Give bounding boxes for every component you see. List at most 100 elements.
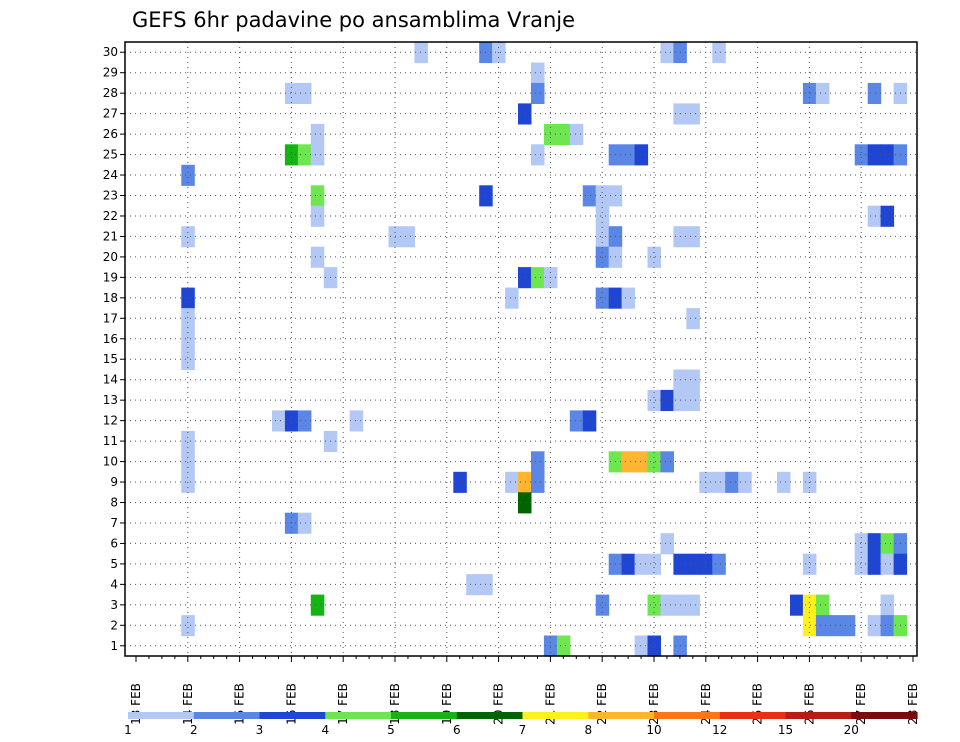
heatmap-cell — [297, 410, 312, 432]
heatmap-cell — [310, 185, 325, 207]
heatmap-cell — [466, 574, 480, 596]
legend-label: 2 — [190, 723, 198, 737]
heatmap-cell — [595, 594, 610, 616]
heatmap-cell — [556, 635, 571, 657]
heatmap-cell — [181, 287, 195, 309]
y-tick-label: 11 — [103, 434, 118, 448]
heatmap-cell — [284, 512, 299, 534]
heatmap-cell — [634, 451, 649, 473]
heatmap-cell — [854, 553, 869, 575]
y-tick-label: 16 — [103, 332, 118, 346]
y-axis: 1234567891011121314151617181920212223242… — [103, 45, 125, 653]
heatmap-cell — [647, 389, 661, 411]
legend-color-swatch — [128, 712, 195, 719]
y-tick-label: 12 — [103, 414, 118, 428]
heatmap-cell — [595, 205, 610, 227]
heatmap-cell — [686, 226, 700, 248]
heatmap-cell — [621, 287, 636, 309]
legend-label: 6 — [453, 723, 461, 737]
heatmap-cell — [880, 594, 895, 616]
heatmap-cell — [777, 471, 791, 493]
legend-label: 20 — [844, 723, 859, 737]
y-tick-label: 21 — [103, 229, 118, 243]
heatmap-cell — [647, 594, 661, 616]
legend-label: 4 — [321, 723, 329, 737]
heatmap-cell — [414, 42, 428, 64]
legend-color-swatch — [851, 712, 918, 719]
legend-color-swatch — [193, 712, 261, 719]
heatmap-cell — [686, 369, 700, 391]
y-tick-label: 19 — [103, 270, 118, 284]
heatmap-cell — [181, 328, 195, 350]
legend-color-swatch — [391, 712, 458, 719]
y-tick-label: 22 — [103, 209, 118, 223]
heatmap-cell — [686, 103, 700, 125]
heatmap-cell — [802, 594, 817, 616]
y-tick-label: 7 — [110, 516, 118, 530]
heatmap-cell — [738, 471, 752, 493]
grid-lines — [125, 42, 917, 656]
heatmap-cell — [518, 492, 532, 514]
heatmap-cell — [531, 471, 545, 493]
heatmap-cell — [686, 553, 700, 575]
heatmap-cell — [181, 308, 195, 330]
heatmap-cell — [880, 205, 895, 227]
heatmap-cell — [181, 615, 195, 637]
heatmap-cell — [349, 410, 364, 432]
heatmap-cell — [841, 615, 856, 637]
heatmap-cell — [660, 389, 674, 411]
legend-label: 1 — [124, 723, 132, 737]
heatmap-cell — [595, 226, 610, 248]
y-tick-label: 3 — [110, 598, 118, 612]
heatmap-cell — [802, 82, 817, 104]
legend-color-swatch — [522, 712, 589, 719]
heatmap-cell — [505, 287, 519, 309]
legend-label: 8 — [584, 723, 592, 737]
y-tick-label: 27 — [103, 107, 118, 121]
heatmap-cell — [660, 42, 674, 64]
heatmap-cell — [297, 82, 312, 104]
legend-label: 15 — [778, 723, 793, 737]
heatmap-cell — [815, 594, 830, 616]
y-tick-label: 18 — [103, 291, 118, 305]
heatmap-cell — [660, 533, 674, 555]
heatmap-cell — [284, 82, 299, 104]
heatmap-cell — [531, 62, 545, 84]
heatmap-cell — [867, 553, 882, 575]
heatmap-cell — [181, 451, 195, 473]
heatmap-cell — [531, 267, 545, 289]
heatmap-cell — [712, 471, 726, 493]
heatmap-cell — [712, 42, 726, 64]
heatmap-cell — [880, 615, 895, 637]
heatmap-cell — [790, 594, 804, 616]
heatmap-cell — [854, 533, 869, 555]
heatmap-cell — [518, 267, 532, 289]
legend-color-swatch — [325, 712, 392, 719]
legend-color-swatch — [259, 712, 326, 719]
legend-label: 7 — [519, 723, 527, 737]
heatmap-cell — [867, 205, 882, 227]
heatmap-cell — [867, 533, 882, 555]
heatmap-cell — [634, 553, 649, 575]
legend-color-swatch — [588, 712, 655, 719]
y-tick-label: 2 — [110, 618, 118, 632]
heatmap-cell — [686, 308, 700, 330]
heatmap-cell — [297, 144, 312, 166]
legend-color-swatch — [654, 712, 721, 719]
heatmap-cell — [686, 389, 700, 411]
heatmap-cell — [272, 410, 286, 432]
heatmap-cell — [712, 553, 726, 575]
heatmap-cell — [686, 594, 700, 616]
heatmap-cell — [647, 451, 661, 473]
legend-color-swatch — [785, 712, 852, 719]
legend-label: 10 — [646, 723, 661, 737]
heatmap-cell — [854, 144, 869, 166]
heatmap-cell — [815, 615, 830, 637]
y-tick-label: 25 — [103, 148, 118, 162]
heatmap-cell — [880, 553, 895, 575]
y-tick-label: 17 — [103, 311, 118, 325]
heatmap-cell — [647, 553, 661, 575]
color-legend: 1 2 3 4 5 6 7 8 10 12 15 20 — [124, 712, 918, 737]
y-tick-label: 30 — [103, 45, 118, 59]
